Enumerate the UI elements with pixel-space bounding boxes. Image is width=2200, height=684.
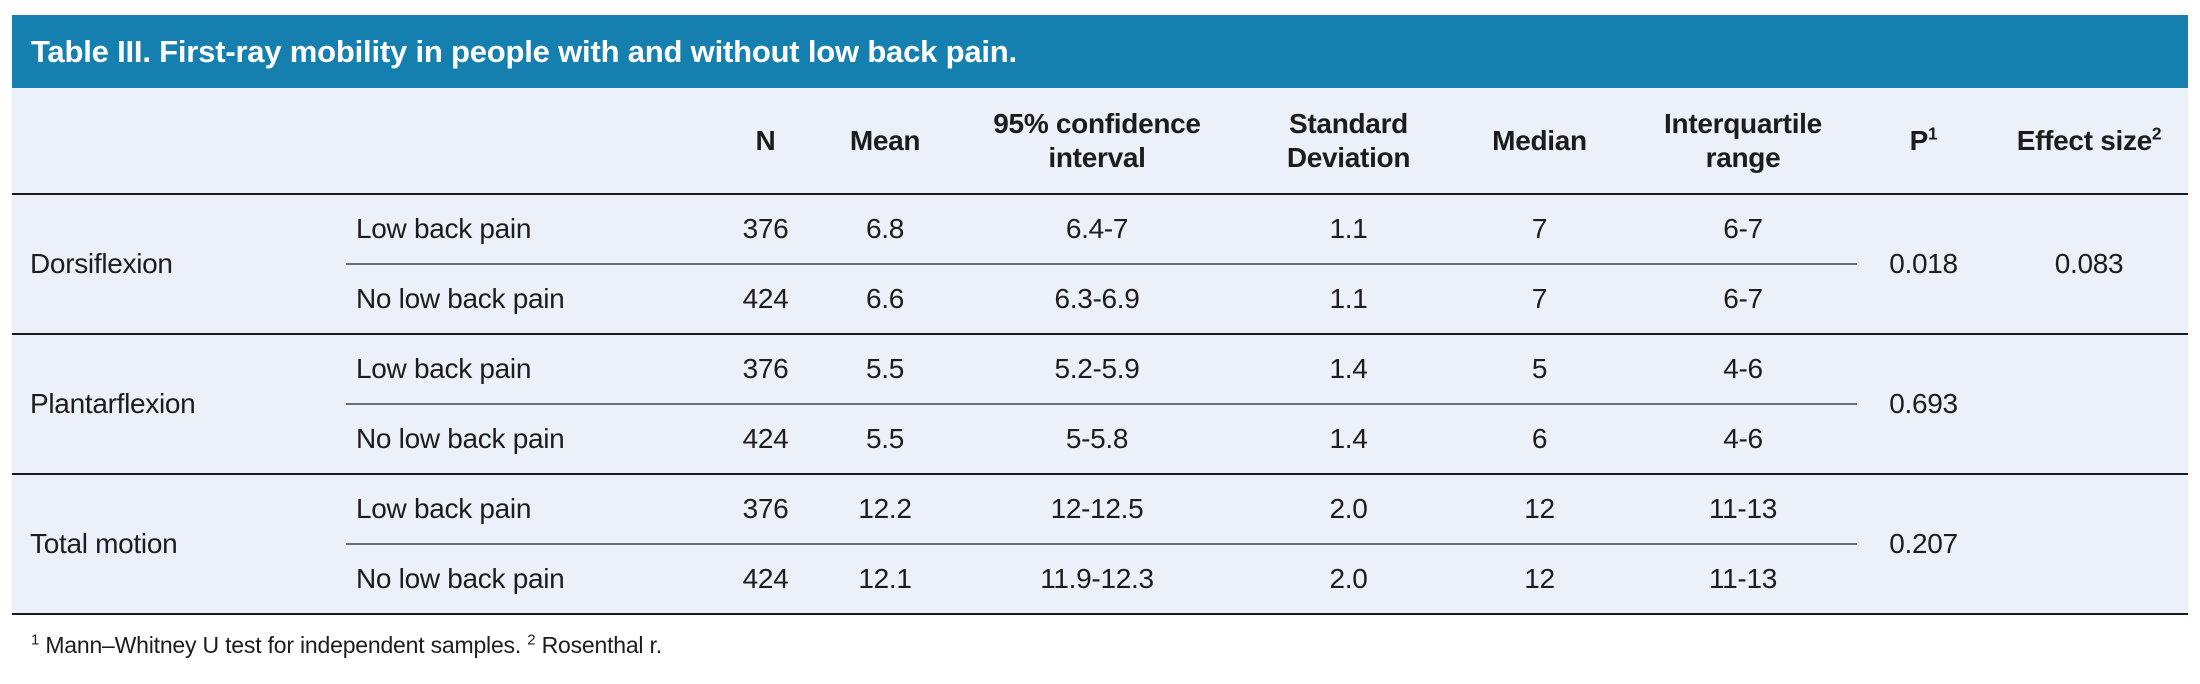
cell-subgroup: No low back pain — [356, 423, 565, 454]
first-ray-mobility-table: N Mean 95% confidence interval Standard … — [12, 88, 2188, 615]
col-header-rowlabel — [12, 88, 346, 195]
cell-sd: 1.1 — [1329, 283, 1368, 314]
table-row-plantarflexion-lbp: Plantarflexion Low back pain 376 5.5 5.2… — [12, 333, 2188, 474]
footnote: 1 Mann–Whitney U test for independent sa… — [31, 632, 2188, 659]
p-superscript: 1 — [1928, 123, 1938, 144]
cell-mean: 6.6 — [865, 283, 905, 314]
cell-effect-size-dorsiflexion: 0.083 — [1990, 193, 2188, 334]
cell-p-value-plantarflexion: 0.693 — [1857, 333, 1990, 474]
cell-iqr: 6-7 — [1629, 193, 1857, 265]
cell-mean: 6.8 — [823, 193, 947, 265]
cell-iqr: 11-13 — [1629, 473, 1857, 545]
table-header: N Mean 95% confidence interval Standard … — [12, 88, 2188, 195]
col-header-mean: Mean — [823, 88, 947, 195]
col-header-p: P1 — [1857, 88, 1990, 195]
col-header-effect-size: Effect size2 — [1990, 88, 2188, 195]
cell-effect-size-plantarflexion — [1990, 333, 2188, 474]
cell-ci: 5.2-5.9 — [947, 333, 1247, 405]
cell-n: 376 — [708, 473, 823, 545]
cell-subgroup: Low back pain — [346, 333, 708, 405]
cell-ci: 12-12.5 — [947, 473, 1247, 545]
cell-subgroup: No low back pain — [356, 283, 565, 314]
cell-effect-size-total-motion — [1990, 473, 2188, 614]
cell-n: 424 — [742, 423, 789, 454]
cell-p-value-total-motion: 0.207 — [1857, 473, 1990, 614]
cell-ci: 6.3-6.9 — [1054, 283, 1140, 314]
row-group-label-total-motion: Total motion — [12, 473, 346, 614]
cell-mean: 5.5 — [823, 333, 947, 405]
table-row-total-motion-lbp: Total motion Low back pain 376 12.2 12-1… — [12, 473, 2188, 614]
col-header-sd: Standard Deviation — [1247, 88, 1450, 195]
cell-sd: 1.4 — [1329, 423, 1368, 454]
col-header-median: Median — [1450, 88, 1629, 195]
cell-mean: 12.1 — [858, 563, 912, 594]
cell-mean: 5.5 — [865, 423, 905, 454]
cell-n: 424 — [742, 283, 789, 314]
cell-median: 7 — [1450, 193, 1629, 265]
effect-size-superscript: 2 — [2151, 123, 2162, 144]
footnote-text-1: Mann–Whitney U test for independent samp… — [45, 632, 522, 658]
cell-iqr: 6-7 — [1723, 283, 1763, 314]
cell-iqr: 4-6 — [1723, 423, 1763, 454]
cell-median: 12 — [1450, 473, 1629, 545]
col-header-subgroup — [346, 88, 708, 195]
cell-ci: 5-5.8 — [1065, 423, 1129, 454]
row-group-label-dorsiflexion: Dorsiflexion — [12, 193, 346, 334]
cell-ci: 11.9-12.3 — [1040, 563, 1154, 594]
col-header-ci: 95% confidence interval — [947, 88, 1247, 195]
cell-n: 376 — [708, 193, 823, 265]
header-row: N Mean 95% confidence interval Standard … — [12, 88, 2188, 195]
footnote-superscript-2: 2 — [527, 631, 536, 649]
table-container: Table III. First-ray mobility in people … — [12, 15, 2188, 659]
cell-sd: 2.0 — [1329, 563, 1368, 594]
table-body: Dorsiflexion Low back pain 376 6.8 6.4-7… — [12, 193, 2188, 614]
cell-p-value-dorsiflexion: 0.018 — [1857, 193, 1990, 334]
footnote-text-2: Rosenthal r. — [541, 632, 663, 658]
cell-subgroup: Low back pain — [346, 193, 708, 265]
cell-sd: 1.1 — [1247, 193, 1450, 265]
table-row-plantarflexion-no-lbp: No low back pain 424 5.5 5-5.8 1.4 6 4-6 — [12, 404, 2188, 474]
table-title-bar: Table III. First-ray mobility in people … — [12, 15, 2188, 88]
table-title: Table III. First-ray mobility in people … — [31, 33, 1017, 69]
p-label: P — [1909, 124, 1929, 156]
cell-sd: 1.4 — [1247, 333, 1450, 405]
row-group-label-plantarflexion: Plantarflexion — [12, 333, 346, 474]
cell-subgroup: No low back pain — [356, 563, 565, 594]
table-row-dorsiflexion-no-lbp: No low back pain 424 6.6 6.3-6.9 1.1 7 6… — [12, 264, 2188, 334]
effect-size-label: Effect size — [2016, 124, 2153, 156]
cell-iqr: 4-6 — [1629, 333, 1857, 405]
cell-sd: 2.0 — [1247, 473, 1450, 545]
table-row-dorsiflexion-lbp: Dorsiflexion Low back pain 376 6.8 6.4-7… — [12, 193, 2188, 334]
cell-iqr: 11-13 — [1708, 563, 1778, 594]
cell-median: 5 — [1450, 333, 1629, 405]
col-header-n: N — [708, 88, 823, 195]
table-row-total-motion-no-lbp: No low back pain 424 12.1 11.9-12.3 2.0 … — [12, 544, 2188, 614]
cell-ci: 6.4-7 — [947, 193, 1247, 265]
footnote-superscript-1: 1 — [31, 631, 40, 649]
cell-n: 424 — [742, 563, 789, 594]
cell-median: 6 — [1531, 423, 1548, 454]
cell-mean: 12.2 — [823, 473, 947, 545]
col-header-iqr: Interquartile range — [1629, 88, 1857, 195]
cell-subgroup: Low back pain — [346, 473, 708, 545]
cell-n: 376 — [708, 333, 823, 405]
cell-median: 7 — [1531, 283, 1548, 314]
cell-median: 12 — [1524, 563, 1555, 594]
